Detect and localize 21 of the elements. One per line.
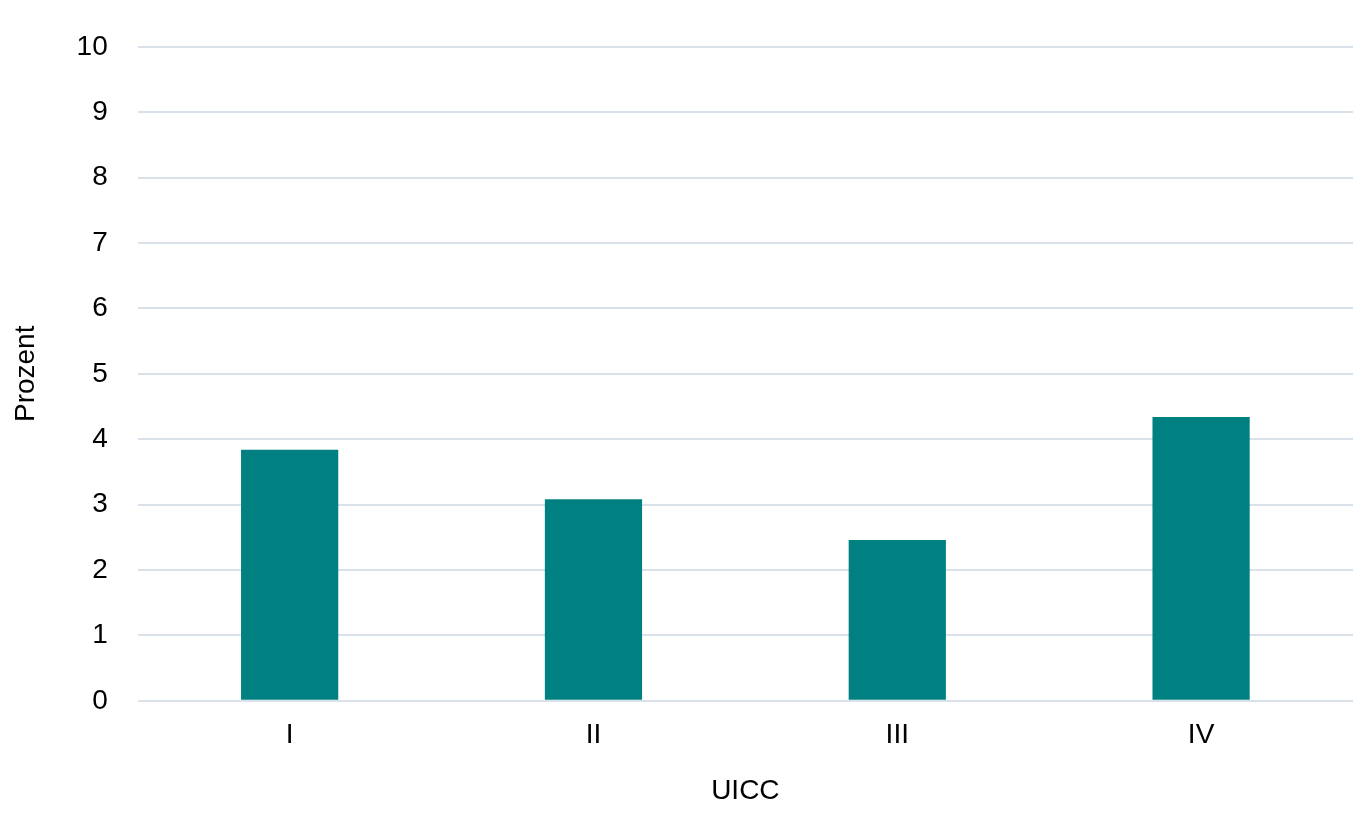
y-tick-label: 1	[92, 618, 108, 650]
x-tick-label: IV	[1187, 718, 1215, 750]
y-tick-label: 5	[92, 356, 108, 388]
x-axis-title: UICC	[711, 773, 780, 805]
y-tick-label: 8	[92, 160, 108, 192]
y-tick-label: 9	[92, 94, 108, 126]
y-tick-label: 10	[76, 29, 108, 61]
bar	[544, 499, 643, 700]
y-tick-label: 0	[92, 683, 108, 715]
x-tick-label: II	[585, 718, 602, 750]
bar	[1152, 416, 1250, 700]
y-tick-label: 3	[92, 487, 108, 519]
x-tick-label: III	[885, 718, 909, 750]
y-tick-label: 6	[92, 291, 108, 323]
y-tick-label: 7	[92, 225, 108, 257]
bar	[848, 539, 946, 700]
y-tick-label: 2	[92, 552, 108, 584]
bar	[241, 449, 339, 700]
y-tick-label: 4	[92, 421, 108, 453]
y-axis-title: Prozent	[8, 325, 40, 423]
x-tick-label: I	[285, 718, 294, 750]
